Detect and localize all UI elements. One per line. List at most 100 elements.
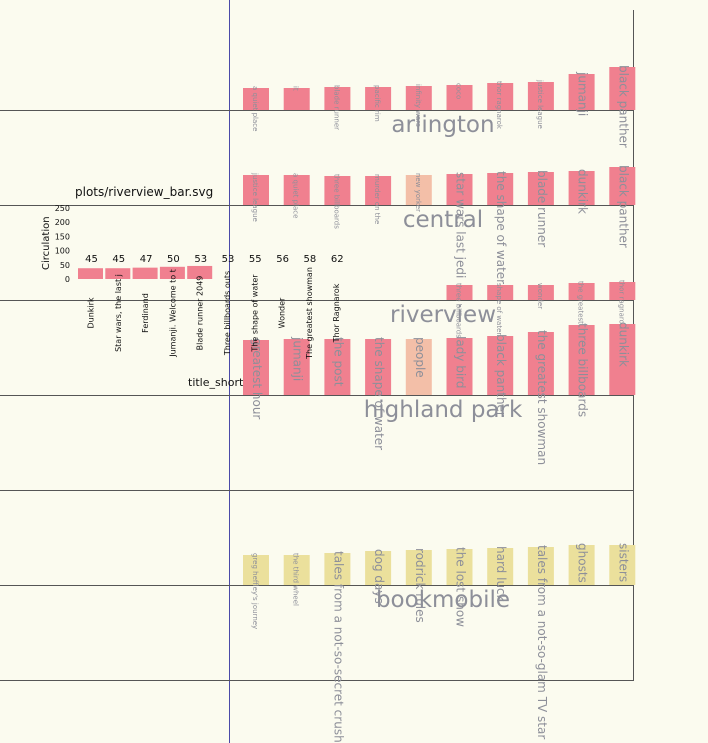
x-tick-label: Ferdinand [141,293,150,333]
bar [568,74,595,110]
bar [487,548,514,585]
bar-label: ghosts [576,543,590,583]
bar-label: hard luck [494,546,508,602]
panel-grid [0,0,634,743]
y-tick-label: 0 [65,275,70,284]
x-tick-label: Three billboards outs [223,271,232,356]
data-label: 55 [249,254,262,265]
bar-label: the greatest showman [535,330,549,465]
bar [487,83,514,110]
bar [365,339,392,395]
bar [609,545,636,585]
y-tick-label: 200 [55,218,70,227]
bar [527,332,554,395]
branch-panels: a quiet place it blade runner pacific rim in… [243,65,636,743]
bar-label: thor ragnarok [617,280,625,329]
panel-bookmobile: greg heffley's journey the third wheel tal… [243,543,636,743]
bar [446,549,473,585]
bar-label: lady bird [454,336,468,389]
x-tick-label: Star wars, the last j [114,274,123,352]
panel-title: arlington [391,112,494,138]
bar-label: the post [331,337,345,387]
x-tick-label: Wonder [278,297,287,328]
bar [243,340,269,395]
x-tick-label: Dunkirk [87,297,96,328]
bar-label: a quiet place [292,173,300,218]
y-axis-label: Circulation [41,216,52,270]
bar [324,553,351,585]
bar-label: rodrick rules [413,548,427,623]
bar [487,173,514,205]
overlay-bar [159,266,185,279]
bar-label: three billboards [332,174,340,229]
bar [283,175,310,205]
bar-label: shape of water [495,283,503,335]
y-tick-label: 250 [55,204,70,213]
bar-label: dunkirk [616,322,630,367]
bar [243,555,269,585]
bar [568,171,595,205]
bar [568,325,595,395]
bar-label: jumanji [291,336,305,381]
panel-riverview: three billboards shape of water wonder the … [390,280,636,360]
x-tick-label: Blade runner 2049 [196,276,205,351]
bar-label: three billboards [576,323,590,417]
panel-title: bookmobile [376,587,510,613]
bar [283,88,310,110]
bar [365,551,392,585]
bar-label: the third wheel [292,553,300,606]
bar [446,338,473,395]
bar [527,172,554,205]
bar [609,167,636,205]
panel-arlington: a quiet place it blade runner pacific rim in… [243,65,636,148]
bar [527,82,554,110]
overlay-bar [187,265,213,279]
bar [568,545,595,585]
x-axis-label: title_short [188,376,244,389]
x-tick-label: Thor Ragnarok [332,283,341,343]
bar [527,547,554,585]
bar [243,88,269,110]
bar [324,87,351,110]
data-label: 53 [194,254,207,265]
bar [527,285,554,300]
bar-label: a quiet place [251,86,259,131]
bar [405,339,432,395]
data-label: 56 [276,254,289,265]
bar-label: black panther [494,334,508,417]
data-label: 53 [222,254,235,265]
panel-central: justice league a quiet place three billboa… [243,165,636,284]
bar-label: justice league [251,172,259,222]
bar-label: pacific rim [373,85,381,122]
overlay-bar [105,268,131,279]
panel-title: riverview [390,302,496,328]
y-tick-label: 50 [60,261,70,270]
bar [283,339,310,395]
data-label: 45 [112,254,125,265]
bar [609,67,636,110]
bar-label: blade runner [535,170,549,247]
bar-label: the greatest showman [577,281,585,360]
data-label: 50 [167,254,180,265]
bar-label: sisters [616,543,630,582]
panel-title: highland park [364,397,523,423]
bar-label: murder on the [373,174,381,224]
bar-label: it [292,86,300,91]
riverview-overlay-chart: plots/riverview_bar.svg Circulation 0 50 100… [41,185,344,389]
bar [487,336,514,395]
bar [609,282,636,300]
bar [487,285,514,300]
bar [405,86,432,110]
bar [446,285,473,300]
bar [365,176,392,205]
bar [446,85,473,110]
bar-label: thor ragnarok [495,81,503,130]
bar-label: greg heffley's journey [251,553,259,629]
overlay-bar [132,267,158,279]
bar-label: black panther [616,65,630,148]
bar [365,87,392,110]
bar [243,175,269,205]
x-tick-label: The shape of water [250,274,259,353]
data-label: 47 [140,254,153,265]
